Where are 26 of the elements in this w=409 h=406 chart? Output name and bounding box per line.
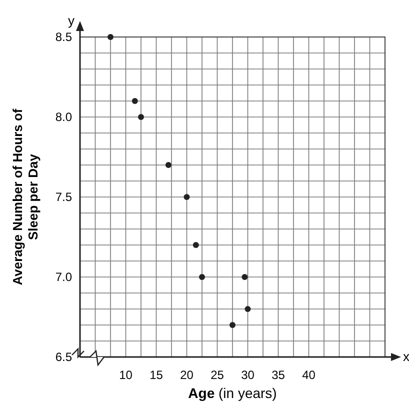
- y-tick-label: 7.0: [55, 270, 72, 284]
- y-tick-label: 8.5: [55, 30, 72, 44]
- x-tick-label: 20: [180, 368, 194, 382]
- point: [108, 34, 114, 40]
- x-axis-title: Age (in years): [188, 385, 277, 401]
- point: [165, 162, 172, 168]
- point: [230, 322, 236, 328]
- y-tick-label: 8.0: [55, 110, 72, 124]
- x-tick-label: 10: [119, 368, 133, 382]
- point: [132, 98, 138, 104]
- text: y: [68, 13, 75, 28]
- point: [192, 242, 199, 248]
- text: x: [403, 349, 409, 364]
- x-tick-label: 25: [210, 368, 224, 382]
- y-tick-label: 7.5: [55, 190, 72, 204]
- point: [138, 114, 144, 120]
- point: [244, 306, 251, 312]
- x-tick-label: 35: [272, 368, 286, 382]
- x-tick-label: 30: [241, 368, 255, 382]
- point: [199, 274, 205, 280]
- y-tick-label: 6.5: [55, 350, 72, 364]
- y-axis-title: Average Number of Hours of Sleep per Day: [10, 108, 41, 286]
- point: [242, 274, 248, 280]
- point: [184, 194, 190, 200]
- x-tick-label: 15: [150, 368, 164, 382]
- x-tick-label: 40: [302, 368, 316, 382]
